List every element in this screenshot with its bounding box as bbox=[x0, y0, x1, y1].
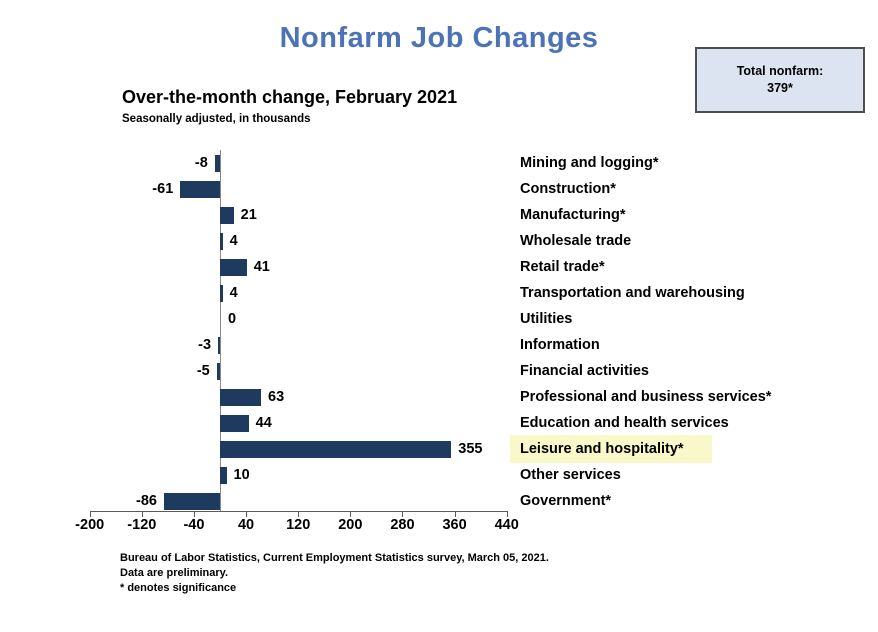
category-label: Retail trade* bbox=[520, 259, 605, 275]
preliminary-note: Data are preliminary. bbox=[120, 567, 229, 579]
category-label: Mining and logging* bbox=[520, 155, 659, 171]
source-note: Bureau of Labor Statistics, Current Empl… bbox=[120, 551, 549, 596]
x-axis-tick-label: 280 bbox=[390, 517, 415, 533]
category-label: Utilities bbox=[520, 311, 573, 327]
chart-title: Over-the-month change, February 2021 bbox=[122, 87, 458, 107]
bar bbox=[220, 414, 249, 432]
category-label: Information bbox=[520, 337, 600, 353]
bar bbox=[220, 232, 223, 250]
category-label: Other services bbox=[520, 467, 621, 483]
x-axis-tick-label: 360 bbox=[442, 517, 467, 533]
bar-value-label: -5 bbox=[196, 363, 210, 379]
total-nonfarm-value: 379* bbox=[767, 81, 793, 95]
category-label: Wholesale trade bbox=[520, 233, 632, 249]
category-label-highlighted: Leisure and hospitality* bbox=[510, 435, 712, 463]
x-axis-tick bbox=[89, 511, 91, 517]
bar bbox=[220, 206, 234, 224]
bar-value-label: 4 bbox=[229, 233, 238, 249]
x-axis-tick bbox=[350, 511, 352, 517]
x-axis-tick-label: 440 bbox=[494, 517, 519, 533]
x-axis-tick-label: 200 bbox=[338, 517, 363, 533]
x-axis-tick-label: 40 bbox=[237, 517, 255, 533]
total-nonfarm-callout-box: Total nonfarm: 379* bbox=[695, 47, 865, 113]
x-axis-tick bbox=[246, 511, 248, 517]
bar-value-label: 21 bbox=[240, 207, 257, 223]
category-label: Financial activities bbox=[520, 363, 649, 379]
bar bbox=[220, 466, 227, 484]
bar bbox=[220, 284, 223, 302]
x-axis-tick-label: 120 bbox=[286, 517, 311, 533]
bar bbox=[220, 258, 247, 276]
bar-value-label: 355 bbox=[458, 441, 483, 457]
category-label: Manufacturing* bbox=[520, 207, 626, 223]
x-axis-tick bbox=[402, 511, 404, 517]
bar bbox=[216, 362, 220, 380]
category-label: Construction* bbox=[520, 181, 616, 197]
category-label: Professional and business services* bbox=[520, 389, 772, 405]
x-axis-tick bbox=[141, 511, 143, 517]
bar bbox=[220, 440, 452, 458]
bar bbox=[180, 180, 220, 198]
bar bbox=[163, 492, 220, 510]
x-axis-tick bbox=[298, 511, 300, 517]
x-axis-tick bbox=[193, 511, 195, 517]
bar bbox=[220, 388, 262, 406]
bar bbox=[214, 154, 220, 172]
bar-value-label: 63 bbox=[268, 389, 285, 405]
bar-value-label: 44 bbox=[255, 415, 272, 431]
category-label: Transportation and warehousing bbox=[520, 285, 745, 301]
category-label: Education and health services bbox=[520, 415, 729, 431]
source-line: Bureau of Labor Statistics, Current Empl… bbox=[120, 552, 549, 564]
x-axis-tick bbox=[454, 511, 456, 517]
x-axis-tick-label: -200 bbox=[75, 517, 105, 533]
page-title: Nonfarm Job Changes bbox=[279, 22, 599, 54]
bar-value-label: 10 bbox=[233, 467, 250, 483]
bar-value-label: -86 bbox=[136, 493, 157, 509]
bar-value-label: -61 bbox=[152, 181, 174, 197]
total-nonfarm-label: Total nonfarm: bbox=[736, 64, 824, 78]
zero-baseline-axis bbox=[220, 150, 221, 511]
bar-value-label: 4 bbox=[229, 285, 238, 301]
x-axis-tick bbox=[506, 511, 508, 517]
bar-value-label: -8 bbox=[194, 155, 208, 171]
bar-value-label: 0 bbox=[228, 311, 237, 327]
x-axis-tick-label: -40 bbox=[183, 517, 205, 533]
significance-note: * denotes significance bbox=[120, 582, 237, 594]
bar-value-label: 41 bbox=[253, 259, 270, 275]
x-axis-tick-label: -120 bbox=[127, 517, 157, 533]
bar-value-label: -3 bbox=[198, 337, 212, 353]
bar bbox=[218, 336, 221, 354]
category-label: Government* bbox=[520, 493, 612, 509]
chart-subtitle: Seasonally adjusted, in thousands bbox=[122, 113, 311, 125]
